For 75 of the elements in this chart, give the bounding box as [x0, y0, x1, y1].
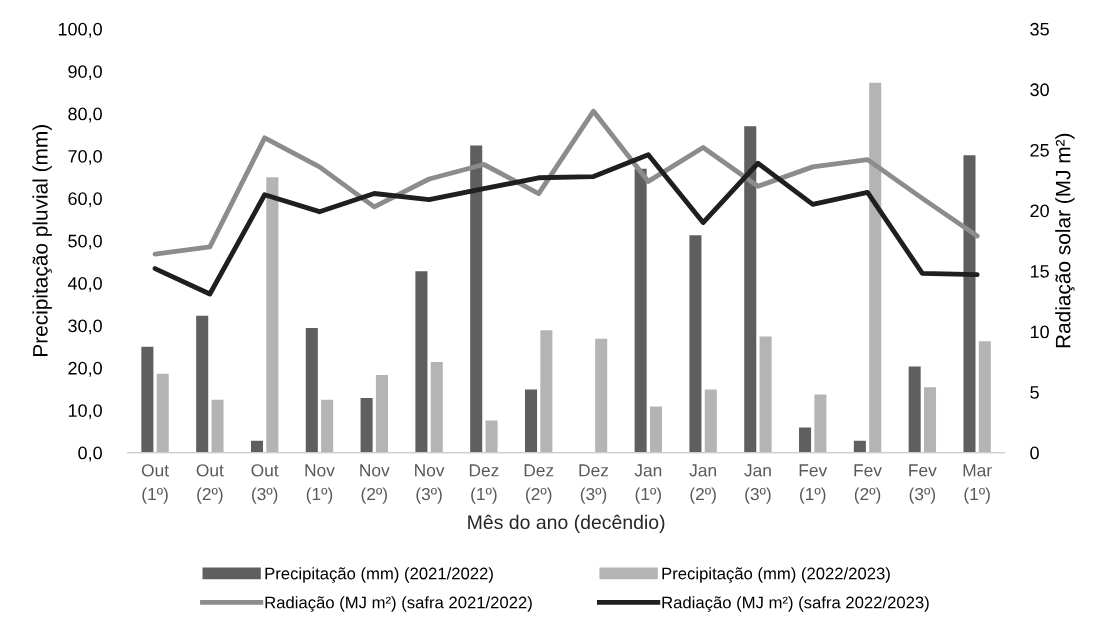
y2-tick-label: 15	[1030, 265, 1049, 278]
bar	[305, 328, 318, 453]
bar	[430, 361, 443, 453]
y-tick-label: 90,0	[68, 65, 102, 81]
y-tick-label: 60,0	[68, 192, 102, 208]
x-tick-label: Fev (3º)	[909, 464, 937, 504]
y-tick-label: 0,0	[78, 446, 102, 462]
bar	[141, 346, 154, 453]
x-tick-label: Dez (1º)	[469, 464, 499, 504]
y-tick-label: 50,0	[68, 234, 102, 250]
legend-label: Precipitação (mm) (2021/2022)	[265, 567, 493, 583]
bar	[908, 366, 921, 453]
bar	[415, 271, 428, 453]
x-tick-label: Jan (3º)	[744, 464, 771, 504]
y-tick-label: 40,0	[67, 277, 102, 292]
x-tick-label: Nov (2º)	[360, 464, 390, 504]
y2-tick-label: 5	[1030, 386, 1039, 399]
bar	[211, 399, 224, 453]
bar	[196, 315, 209, 453]
bar	[814, 394, 827, 453]
legend-label: Radiação (MJ m²) (safra 2022/2023)	[662, 596, 929, 612]
x-tick-label: Out (1º)	[141, 464, 169, 504]
legend-label: Precipitação (mm) (2022/2023)	[662, 567, 890, 583]
bar	[321, 399, 334, 453]
x-tick-label: Fev (2º)	[854, 464, 882, 504]
y2-tick-label: 0	[1030, 446, 1039, 460]
y2-tick-label: 20	[1030, 204, 1049, 218]
bar	[704, 389, 717, 453]
y2-tick-label: 35	[1030, 22, 1049, 36]
bar	[156, 373, 169, 453]
bar	[759, 336, 772, 453]
bar	[649, 406, 663, 453]
bar	[485, 420, 498, 453]
bar	[375, 375, 388, 453]
bar	[470, 145, 483, 453]
x-axis-title: Mês do ano (decêndio)	[468, 514, 665, 533]
y-axis-title: Precipitação pluvial (mm)	[32, 125, 52, 356]
bar	[869, 82, 882, 453]
y2-axis-title: Radiação solar (MJ m²)	[1055, 133, 1075, 348]
bar	[853, 440, 866, 453]
line-series	[152, 152, 980, 297]
y-tick-label: 30,0	[68, 319, 102, 335]
x-tick-label: Dez (3º)	[579, 464, 609, 504]
line-series	[152, 108, 980, 257]
bar	[689, 235, 702, 453]
bar	[525, 389, 538, 453]
bar	[923, 387, 937, 453]
bar	[978, 341, 991, 453]
bar	[595, 338, 608, 453]
x-tick-label: Jan (2º)	[689, 464, 716, 504]
bar	[963, 155, 976, 453]
bar	[744, 126, 757, 453]
bar	[360, 397, 373, 453]
bar	[634, 168, 647, 453]
x-tick-label: Jan (1º)	[634, 464, 662, 504]
y-tick-label: 100,0	[58, 22, 102, 38]
y-tick-label: 20,0	[68, 361, 102, 377]
x-tick-label: Fev (1º)	[799, 464, 828, 504]
bar	[266, 177, 279, 453]
y2-tick-label: 25	[1030, 143, 1049, 157]
x-tick-label: Nov (3º)	[415, 464, 445, 504]
y2-tick-label: 10	[1030, 325, 1049, 339]
y-tick-label: 80,0	[68, 107, 102, 123]
bar	[540, 330, 553, 453]
x-tick-label: Dez (2º)	[524, 464, 554, 504]
bar	[799, 427, 812, 453]
y2-tick-label: 30	[1030, 83, 1049, 97]
legend-label: Radiação (MJ m²) (safra 2021/2022)	[265, 596, 532, 612]
x-tick-label: Out (2º)	[196, 464, 224, 504]
x-tick-label: Mar (1º)	[963, 464, 992, 504]
y-tick-label: 70,0	[68, 149, 102, 165]
x-tick-label: Out (3º)	[251, 464, 279, 504]
bar	[250, 440, 264, 453]
x-tick-label: Nov (1º)	[305, 464, 335, 504]
y-tick-label: 10,0	[68, 404, 102, 420]
